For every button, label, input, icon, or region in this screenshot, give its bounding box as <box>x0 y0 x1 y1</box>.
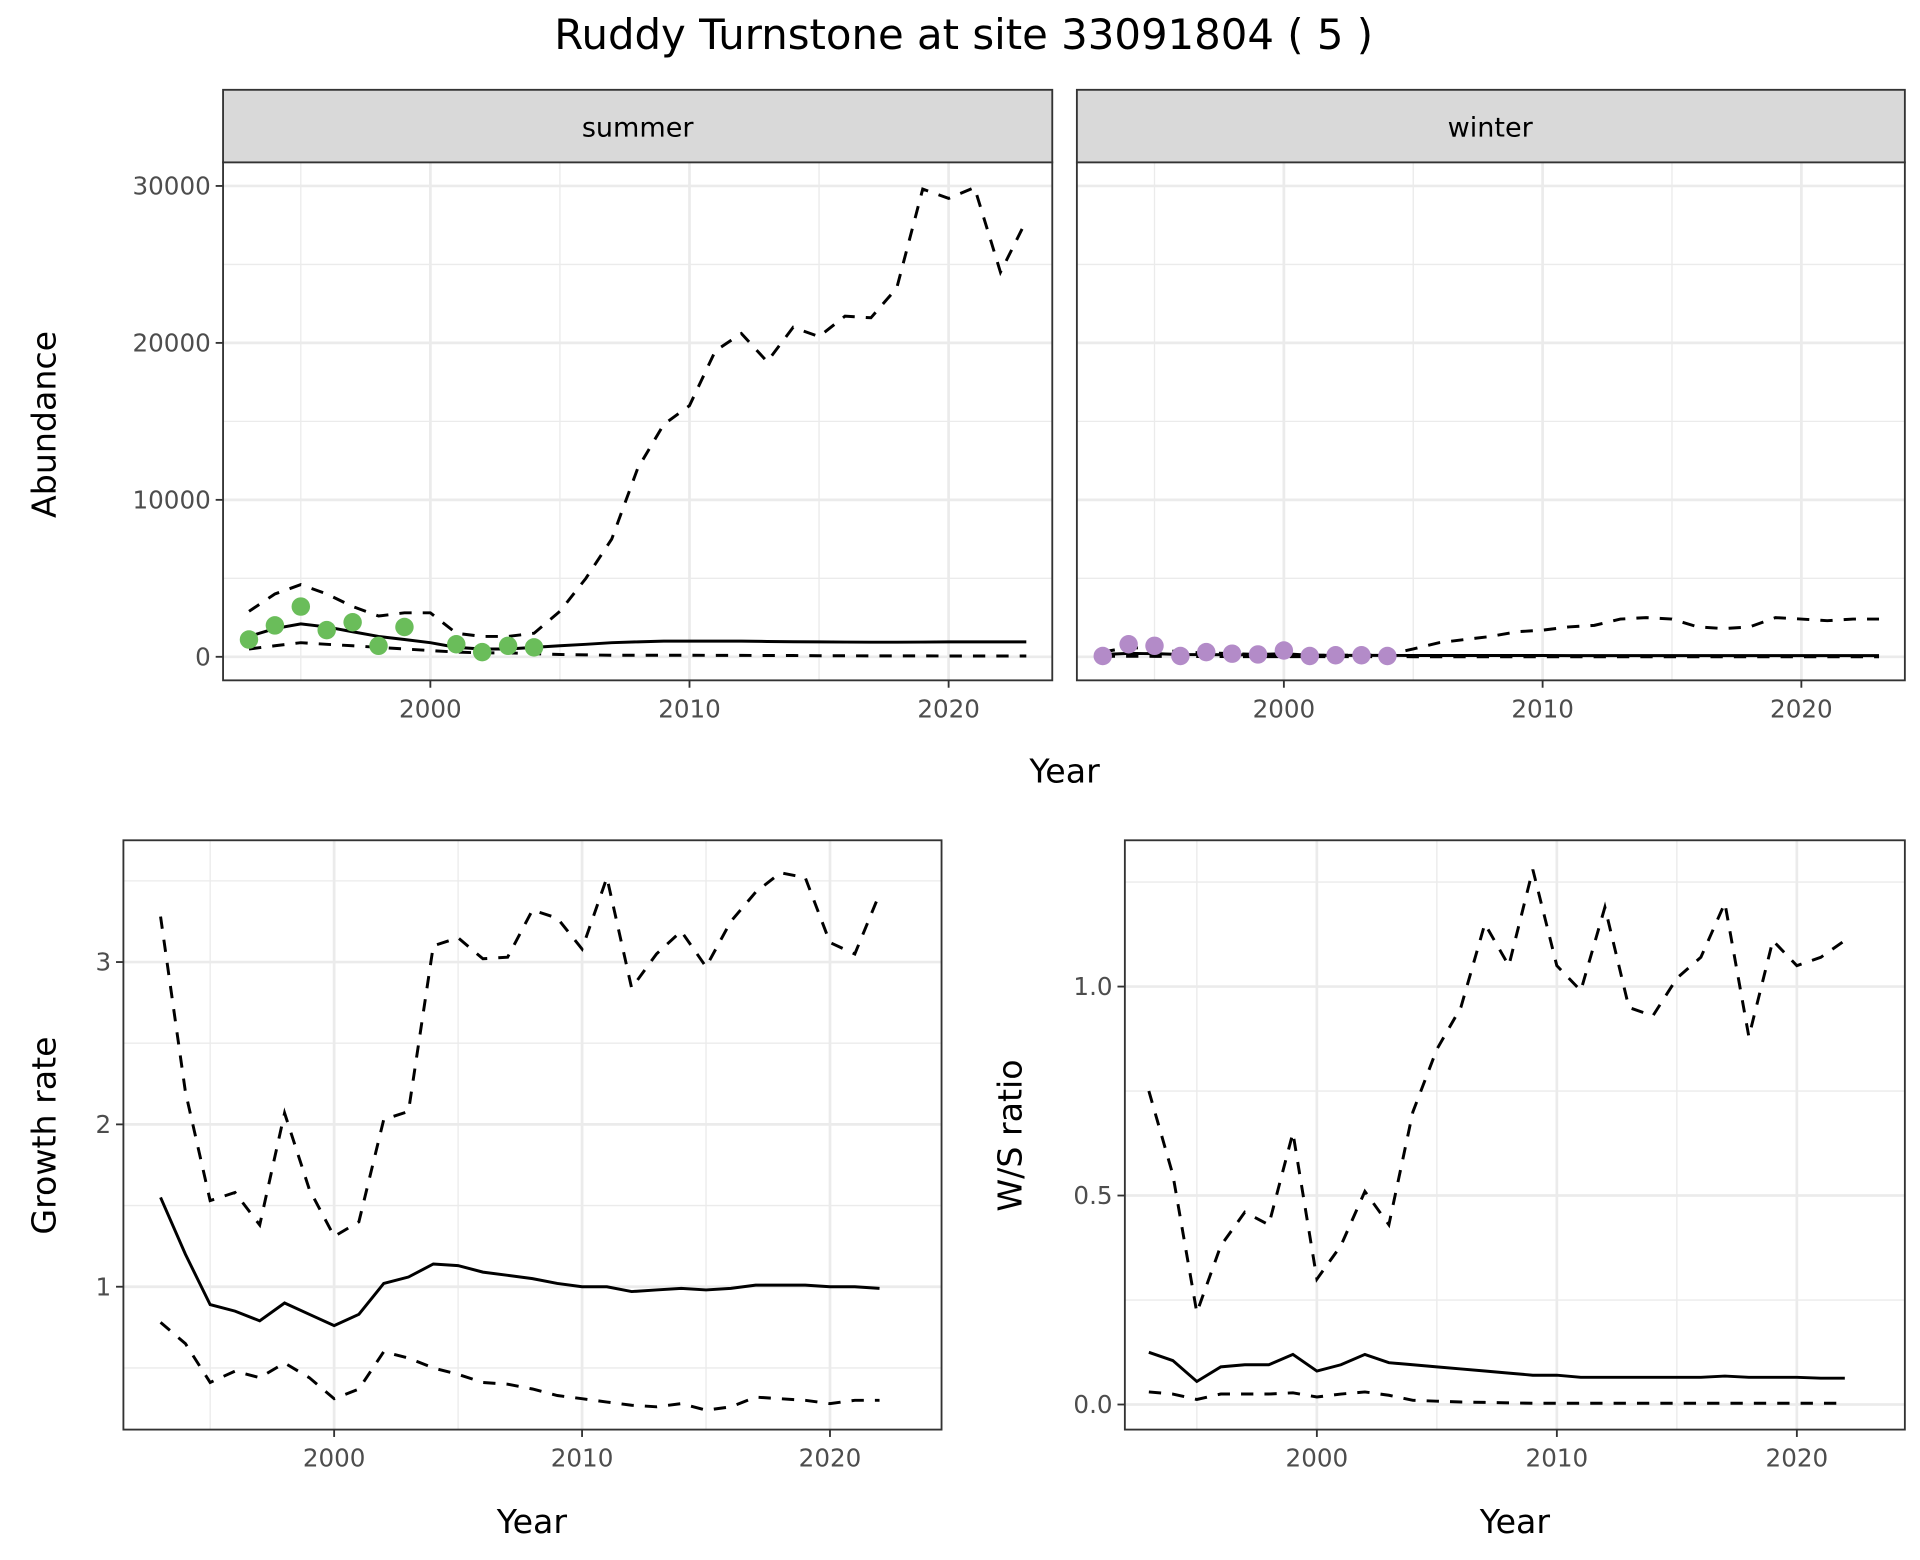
ws-ratio-y-tick-label: 0.5 <box>1073 1181 1112 1210</box>
ws-y-title: W/S ratio <box>991 1059 1030 1211</box>
summer-panel: 2000 2010 2020 0 10000 20000 30000 <box>133 161 1054 723</box>
growth-panel: 2000 2010 2020 1 2 3 <box>95 839 943 1472</box>
summer-upper-ci-line <box>248 185 1028 638</box>
ws-ratio-panel: 2000 2010 2020 0.0 0.5 1.0 <box>1073 839 1906 1472</box>
winter-data-point <box>1222 644 1242 663</box>
winter-x-tick-label: 2000 <box>1253 694 1316 723</box>
summer-y-tick-label: 20000 <box>133 329 211 358</box>
abundance-y-title: Abundance <box>25 331 64 518</box>
strip-summer-label: summer <box>582 113 695 144</box>
growth-mean-line <box>159 1196 880 1328</box>
winter-x-tick-label: 2010 <box>1511 694 1574 723</box>
growth-x-tick-label: 2020 <box>799 1443 862 1472</box>
summer-data-point <box>524 638 544 657</box>
winter-data-point <box>1145 636 1164 656</box>
summer-data-point <box>239 630 259 649</box>
winter-data-point <box>1171 646 1190 666</box>
ws-ratio-y-tick-label: 0.0 <box>1073 1390 1112 1419</box>
ws-ratio-x-tick-label: 2000 <box>1286 1443 1349 1472</box>
summer-x-tick-label: 2010 <box>658 694 721 723</box>
winter-data-point <box>1352 646 1371 665</box>
winter-data-point <box>1119 635 1138 654</box>
summer-mean-line <box>248 622 1027 651</box>
growth-plot-background <box>123 840 942 1430</box>
winter-panel: 2000 2010 2020 <box>1075 161 1906 723</box>
winter-data-point <box>1378 646 1397 666</box>
ws-ratio-upper-ci-line <box>1147 869 1846 1319</box>
strip-summer: summer <box>222 88 1054 164</box>
summer-data-point <box>343 613 362 632</box>
winter-data-point <box>1326 646 1345 665</box>
figure-title: Ruddy Turnstone at site 33091804 ( 5 ) <box>554 10 1373 59</box>
growth-y-tick-label: 3 <box>95 948 111 977</box>
growth-panel-border <box>122 839 943 1431</box>
summer-y-tick-label: 30000 <box>133 172 211 201</box>
plot-layer: 2000 2010 2020 0 10000 20000 30000 2000 2010 2020… <box>95 161 1906 1472</box>
winter-data-point <box>1197 642 1216 662</box>
summer-y-tick-label: 0 <box>195 642 211 671</box>
ws-ratio-x-tick-label: 2010 <box>1526 1443 1589 1472</box>
winter-data-point <box>1248 645 1268 664</box>
winter-panel-border <box>1075 161 1906 682</box>
growth-y-tick-label: 1 <box>95 1272 111 1301</box>
winter-data-point <box>1274 641 1294 660</box>
winter-data-point <box>1300 646 1319 666</box>
ws-ratio-lower-ci-line <box>1148 1390 1845 1405</box>
abundance-x-title: Year <box>1028 751 1100 790</box>
summer-x-tick-label: 2020 <box>917 694 980 723</box>
summer-x-tick-label: 2000 <box>399 694 462 723</box>
ws-ratio-y-tick-label: 1.0 <box>1073 972 1112 1001</box>
summer-data-point <box>317 620 336 640</box>
summer-data-point <box>472 642 492 662</box>
strip-winter: winter <box>1075 88 1906 164</box>
growth-upper-ci-line <box>159 871 881 1239</box>
summer-data-point <box>369 636 388 656</box>
summer-y-tick-label: 10000 <box>133 485 211 514</box>
winter-data-point <box>1093 646 1112 666</box>
ws-ratio-x-tick-label: 2020 <box>1766 1443 1829 1472</box>
growth-x-tick-label: 2000 <box>303 1443 366 1472</box>
summer-data-point <box>447 635 466 654</box>
summer-data-point <box>395 617 414 637</box>
growth-x-tick-label: 2010 <box>551 1443 614 1472</box>
growth-lower-ci-line <box>159 1321 880 1412</box>
ws-ratio-mean-line <box>1148 1350 1845 1384</box>
growth-y-tick-label: 2 <box>95 1110 111 1139</box>
strip-winter-label: winter <box>1448 113 1534 144</box>
summer-data-point <box>291 597 311 616</box>
summer-data-point <box>265 616 285 635</box>
winter-x-tick-label: 2020 <box>1770 694 1833 723</box>
summer-data-point <box>498 636 518 656</box>
ws-x-title: Year <box>1479 1502 1551 1541</box>
growth-x-title: Year <box>496 1502 568 1541</box>
growth-y-title: Growth rate <box>25 1036 64 1234</box>
ws-ratio-panel-border <box>1123 839 1906 1431</box>
ws-ratio-plot-background <box>1124 840 1905 1430</box>
summer-panel-border <box>222 161 1054 682</box>
